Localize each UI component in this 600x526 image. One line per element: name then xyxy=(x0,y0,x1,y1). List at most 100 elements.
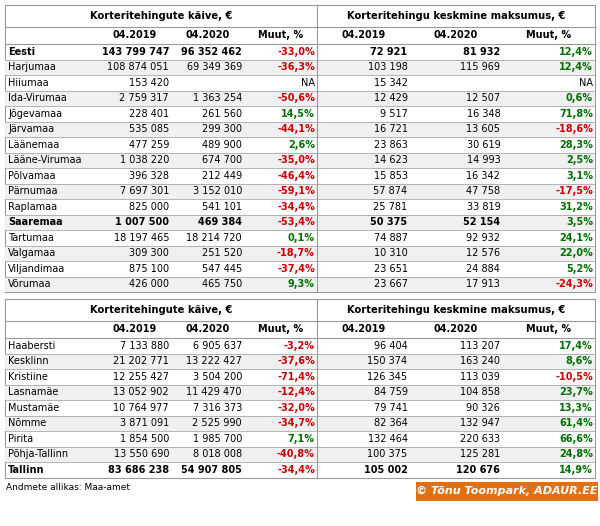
Text: -44,1%: -44,1% xyxy=(277,124,315,134)
Text: Muut, %: Muut, % xyxy=(526,31,571,41)
Text: -36,3%: -36,3% xyxy=(277,62,315,72)
Text: 0,1%: 0,1% xyxy=(288,232,315,243)
Text: 261 560: 261 560 xyxy=(202,109,242,119)
Text: -24,3%: -24,3% xyxy=(555,279,593,289)
Text: 21 202 771: 21 202 771 xyxy=(113,356,169,366)
Text: 23,7%: 23,7% xyxy=(559,387,593,397)
Text: -10,5%: -10,5% xyxy=(555,372,593,382)
Text: 132 947: 132 947 xyxy=(460,418,500,428)
Text: 33 819: 33 819 xyxy=(467,202,500,212)
Text: Võrumaa: Võrumaa xyxy=(8,279,52,289)
Text: 2,5%: 2,5% xyxy=(566,155,593,165)
Bar xyxy=(5,122,595,137)
Text: 12,4%: 12,4% xyxy=(559,62,593,72)
Text: -37,4%: -37,4% xyxy=(277,264,315,274)
Text: 17,4%: 17,4% xyxy=(559,341,593,351)
Text: Tallinn: Tallinn xyxy=(8,465,44,475)
Bar xyxy=(5,299,595,478)
Text: 115 969: 115 969 xyxy=(460,62,500,72)
Text: 220 633: 220 633 xyxy=(460,434,500,444)
Text: 8 018 008: 8 018 008 xyxy=(193,449,242,459)
Text: Lasnamäe: Lasnamäe xyxy=(8,387,58,397)
Text: Pärnumaa: Pärnumaa xyxy=(8,186,58,196)
Text: 1 363 254: 1 363 254 xyxy=(193,93,242,103)
Text: 31,2%: 31,2% xyxy=(559,202,593,212)
Text: 489 900: 489 900 xyxy=(202,140,242,150)
Text: 04.2019: 04.2019 xyxy=(113,31,157,41)
Text: 541 101: 541 101 xyxy=(202,202,242,212)
Text: 535 085: 535 085 xyxy=(129,124,169,134)
Text: 3 152 010: 3 152 010 xyxy=(193,186,242,196)
Text: 12 507: 12 507 xyxy=(466,93,500,103)
Text: Läänemaa: Läänemaa xyxy=(8,140,59,150)
Text: 547 445: 547 445 xyxy=(202,264,242,274)
Text: Korteritehingute käive, €: Korteritehingute käive, € xyxy=(89,11,232,21)
Text: 23 863: 23 863 xyxy=(374,140,407,150)
Text: NA: NA xyxy=(301,78,315,88)
Text: 04.2019: 04.2019 xyxy=(341,31,385,41)
Text: 3,5%: 3,5% xyxy=(566,217,593,227)
Text: 143 799 747: 143 799 747 xyxy=(101,47,169,57)
Text: 23 651: 23 651 xyxy=(374,264,407,274)
Text: 74 887: 74 887 xyxy=(374,232,407,243)
Text: -59,1%: -59,1% xyxy=(277,186,315,196)
Text: 477 259: 477 259 xyxy=(129,140,169,150)
Text: 28,3%: 28,3% xyxy=(559,140,593,150)
Text: 7 316 373: 7 316 373 xyxy=(193,403,242,413)
Text: -40,8%: -40,8% xyxy=(277,449,315,459)
Text: 24,8%: 24,8% xyxy=(559,449,593,459)
Text: -35,0%: -35,0% xyxy=(277,155,315,165)
Text: Eesti: Eesti xyxy=(8,47,35,57)
Text: 103 198: 103 198 xyxy=(368,62,407,72)
Text: 16 348: 16 348 xyxy=(467,109,500,119)
Text: 04.2019: 04.2019 xyxy=(341,325,385,335)
Text: 83 686 238: 83 686 238 xyxy=(108,465,169,475)
Text: Raplamaa: Raplamaa xyxy=(8,202,57,212)
Text: 12 576: 12 576 xyxy=(466,248,500,258)
Text: -34,7%: -34,7% xyxy=(277,418,315,428)
Text: 104 858: 104 858 xyxy=(460,387,500,397)
Bar xyxy=(5,353,595,369)
Text: -50,6%: -50,6% xyxy=(277,93,315,103)
Text: 9 517: 9 517 xyxy=(380,109,407,119)
Text: 465 750: 465 750 xyxy=(202,279,242,289)
Text: 54 907 805: 54 907 805 xyxy=(181,465,242,475)
Text: 1 038 220: 1 038 220 xyxy=(120,155,169,165)
Text: 16 342: 16 342 xyxy=(466,171,500,181)
Text: 61,4%: 61,4% xyxy=(559,418,593,428)
Text: 11 429 470: 11 429 470 xyxy=(187,387,242,397)
Text: 50 375: 50 375 xyxy=(370,217,407,227)
Text: 120 676: 120 676 xyxy=(457,465,500,475)
Text: 23 667: 23 667 xyxy=(374,279,407,289)
Text: -18,6%: -18,6% xyxy=(555,124,593,134)
Text: Hiiumaa: Hiiumaa xyxy=(8,78,49,88)
Text: -3,2%: -3,2% xyxy=(284,341,315,351)
Text: 7 133 880: 7 133 880 xyxy=(120,341,169,351)
Text: Harjumaa: Harjumaa xyxy=(8,62,56,72)
Text: 57 874: 57 874 xyxy=(373,186,407,196)
Text: 875 100: 875 100 xyxy=(129,264,169,274)
Text: 3 871 091: 3 871 091 xyxy=(120,418,169,428)
Text: 04.2020: 04.2020 xyxy=(185,31,230,41)
Bar xyxy=(5,416,595,431)
Text: 9,3%: 9,3% xyxy=(288,279,315,289)
Text: -33,0%: -33,0% xyxy=(277,47,315,57)
Text: Viljandimaa: Viljandimaa xyxy=(8,264,65,274)
Text: 108 874 051: 108 874 051 xyxy=(107,62,169,72)
Text: 14,9%: 14,9% xyxy=(559,465,593,475)
Text: 47 758: 47 758 xyxy=(466,186,500,196)
Text: Jõgevamaa: Jõgevamaa xyxy=(8,109,62,119)
Text: 251 520: 251 520 xyxy=(202,248,242,258)
Text: 96 352 462: 96 352 462 xyxy=(181,47,242,57)
Text: 04.2020: 04.2020 xyxy=(185,325,230,335)
Text: Saaremaa: Saaremaa xyxy=(8,217,62,227)
Bar xyxy=(5,447,595,462)
Text: Nõmme: Nõmme xyxy=(8,418,46,428)
Text: 14 623: 14 623 xyxy=(374,155,407,165)
Text: 71,8%: 71,8% xyxy=(559,109,593,119)
Text: -18,7%: -18,7% xyxy=(277,248,315,258)
Text: 04.2019: 04.2019 xyxy=(113,325,157,335)
Text: 13 052 902: 13 052 902 xyxy=(113,387,169,397)
Text: 469 384: 469 384 xyxy=(198,217,242,227)
Text: 132 464: 132 464 xyxy=(368,434,407,444)
